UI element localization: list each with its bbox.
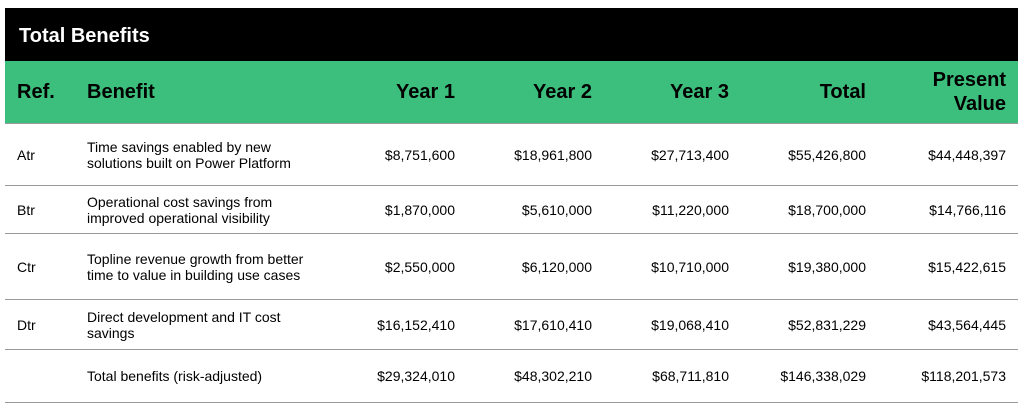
- row-ref: Dtr: [5, 299, 75, 350]
- table-title: Total Benefits: [19, 25, 150, 47]
- table-row: Btr Operational cost savings from improv…: [5, 185, 1018, 234]
- row-benefit: Topline revenue growth from better time …: [75, 233, 330, 300]
- row-year1: $1,870,000: [330, 185, 467, 234]
- row-ref: Btr: [5, 185, 75, 234]
- row-year3: $68,711,810: [604, 349, 741, 403]
- row-total: $18,700,000: [741, 185, 878, 234]
- header-row: Ref. Benefit Year 1 Year 2 Year 3 Total …: [5, 61, 1018, 124]
- row-year2: $5,610,000: [467, 185, 604, 234]
- header-year3: Year 3: [604, 61, 741, 124]
- header-year1: Year 1: [330, 61, 467, 124]
- row-year2: $18,961,800: [467, 123, 604, 186]
- row-ref: Atr: [5, 123, 75, 186]
- row-year1: $8,751,600: [330, 123, 467, 186]
- row-year3: $27,713,400: [604, 123, 741, 186]
- header-year2: Year 2: [467, 61, 604, 124]
- table-row: Dtr Direct development and IT cost savin…: [5, 299, 1018, 350]
- row-benefit: Direct development and IT cost savings: [75, 299, 330, 350]
- row-total: $146,338,029: [741, 349, 878, 403]
- row-benefit: Operational cost savings from improved o…: [75, 185, 330, 234]
- header-ref: Ref.: [5, 61, 75, 124]
- benefits-table: Ref. Benefit Year 1 Year 2 Year 3 Total …: [5, 61, 1018, 403]
- header-present-value-line1: Present: [932, 69, 1006, 91]
- row-year3: $19,068,410: [604, 299, 741, 350]
- row-total: $19,380,000: [741, 233, 878, 300]
- row-ref: Ctr: [5, 233, 75, 300]
- row-benefit: Time savings enabled by new solutions bu…: [75, 123, 330, 186]
- row-year2: $17,610,410: [467, 299, 604, 350]
- table-title-bar: Total Benefits: [5, 8, 1018, 61]
- row-year2: $48,302,210: [467, 349, 604, 403]
- row-ref: [5, 349, 75, 403]
- row-total: $52,831,229: [741, 299, 878, 350]
- total-row: Total benefits (risk-adjusted) $29,324,0…: [5, 349, 1018, 403]
- row-year2: $6,120,000: [467, 233, 604, 300]
- header-total: Total: [741, 61, 878, 124]
- row-benefit: Total benefits (risk-adjusted): [75, 349, 330, 403]
- benefits-table-container: Total Benefits Ref. Benefit Year 1 Year …: [5, 8, 1018, 403]
- row-year1: $16,152,410: [330, 299, 467, 350]
- table-row: Atr Time savings enabled by new solution…: [5, 123, 1018, 186]
- row-present-value: $15,422,615: [878, 233, 1018, 300]
- header-present-value-line2: Value: [953, 93, 1006, 115]
- header-benefit: Benefit: [75, 61, 330, 124]
- row-year3: $10,710,000: [604, 233, 741, 300]
- row-present-value: $14,766,116: [878, 185, 1018, 234]
- row-present-value: $44,448,397: [878, 123, 1018, 186]
- row-year1: $29,324,010: [330, 349, 467, 403]
- row-year1: $2,550,000: [330, 233, 467, 300]
- row-year3: $11,220,000: [604, 185, 741, 234]
- row-total: $55,426,800: [741, 123, 878, 186]
- row-present-value: $43,564,445: [878, 299, 1018, 350]
- header-present-value: Present Value: [878, 61, 1018, 124]
- table-row: Ctr Topline revenue growth from better t…: [5, 233, 1018, 300]
- row-present-value: $118,201,573: [878, 349, 1018, 403]
